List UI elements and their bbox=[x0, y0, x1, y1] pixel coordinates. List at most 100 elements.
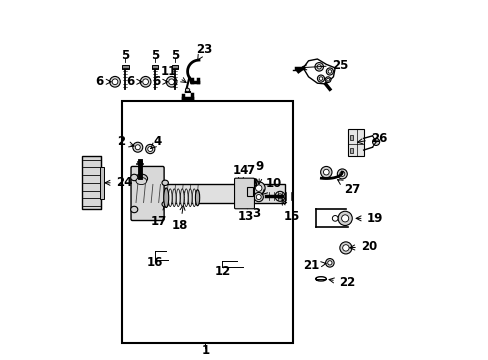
Text: 9: 9 bbox=[255, 160, 264, 184]
Circle shape bbox=[339, 242, 351, 254]
Circle shape bbox=[325, 258, 333, 267]
Circle shape bbox=[332, 216, 337, 221]
Ellipse shape bbox=[162, 202, 168, 207]
Circle shape bbox=[277, 194, 282, 199]
Text: 18: 18 bbox=[172, 205, 188, 232]
Ellipse shape bbox=[163, 188, 168, 207]
Circle shape bbox=[325, 68, 333, 75]
Circle shape bbox=[247, 196, 252, 201]
Text: 4: 4 bbox=[150, 135, 162, 148]
Bar bbox=[100, 167, 104, 199]
Text: 20: 20 bbox=[349, 240, 376, 253]
Text: 23: 23 bbox=[196, 42, 212, 61]
Circle shape bbox=[323, 169, 328, 175]
Ellipse shape bbox=[188, 189, 192, 207]
Circle shape bbox=[112, 79, 118, 85]
Ellipse shape bbox=[172, 189, 176, 207]
Circle shape bbox=[255, 185, 262, 191]
FancyBboxPatch shape bbox=[234, 178, 254, 209]
Circle shape bbox=[275, 191, 285, 201]
Bar bbox=[151, 65, 158, 69]
Ellipse shape bbox=[130, 206, 138, 213]
Ellipse shape bbox=[192, 189, 196, 207]
Circle shape bbox=[320, 166, 331, 178]
Circle shape bbox=[133, 142, 142, 152]
Ellipse shape bbox=[185, 88, 189, 92]
Ellipse shape bbox=[180, 189, 183, 207]
Text: 24: 24 bbox=[105, 176, 132, 189]
Text: 26: 26 bbox=[357, 132, 386, 145]
Circle shape bbox=[109, 76, 120, 87]
Text: 2: 2 bbox=[117, 135, 134, 148]
Circle shape bbox=[337, 211, 351, 225]
Text: 8: 8 bbox=[249, 177, 257, 195]
Bar bbox=[347, 130, 363, 156]
Circle shape bbox=[237, 197, 246, 206]
Text: 14: 14 bbox=[232, 164, 248, 183]
Circle shape bbox=[317, 75, 324, 82]
Text: 3: 3 bbox=[244, 204, 260, 220]
Circle shape bbox=[327, 261, 331, 265]
Ellipse shape bbox=[130, 174, 138, 181]
Text: 11: 11 bbox=[161, 64, 186, 82]
Circle shape bbox=[326, 78, 329, 81]
Circle shape bbox=[166, 76, 177, 87]
Text: 22: 22 bbox=[328, 276, 354, 289]
Text: 13: 13 bbox=[237, 199, 253, 223]
Circle shape bbox=[341, 215, 348, 222]
Circle shape bbox=[325, 77, 330, 82]
Circle shape bbox=[327, 70, 331, 73]
Text: 5: 5 bbox=[171, 49, 179, 62]
Bar bbox=[349, 148, 352, 153]
Circle shape bbox=[180, 192, 187, 200]
Circle shape bbox=[135, 145, 140, 150]
Text: 17: 17 bbox=[151, 193, 169, 229]
Text: 16: 16 bbox=[146, 256, 163, 269]
Circle shape bbox=[132, 175, 136, 180]
Text: 21: 21 bbox=[303, 259, 325, 272]
Circle shape bbox=[342, 245, 348, 251]
Ellipse shape bbox=[164, 189, 168, 207]
Circle shape bbox=[163, 202, 166, 206]
Circle shape bbox=[168, 79, 174, 85]
Ellipse shape bbox=[135, 174, 147, 183]
Text: 12: 12 bbox=[215, 265, 231, 278]
Circle shape bbox=[237, 183, 244, 190]
Circle shape bbox=[319, 77, 322, 80]
Text: 6: 6 bbox=[152, 75, 167, 88]
Bar bbox=[349, 135, 352, 140]
Circle shape bbox=[132, 207, 136, 212]
Ellipse shape bbox=[184, 189, 188, 207]
Text: 1: 1 bbox=[201, 344, 209, 357]
FancyBboxPatch shape bbox=[131, 166, 164, 221]
Text: 19: 19 bbox=[355, 212, 382, 225]
Bar bbox=[81, 156, 101, 210]
Text: 7: 7 bbox=[246, 164, 254, 187]
Circle shape bbox=[337, 169, 346, 179]
Circle shape bbox=[234, 180, 247, 193]
Text: 5: 5 bbox=[121, 49, 129, 62]
Bar bbox=[246, 188, 252, 196]
Circle shape bbox=[339, 171, 344, 176]
Circle shape bbox=[316, 65, 321, 69]
Circle shape bbox=[372, 138, 379, 145]
Text: 5: 5 bbox=[150, 49, 159, 62]
Text: 6: 6 bbox=[126, 75, 142, 88]
Bar bbox=[132, 184, 285, 203]
Ellipse shape bbox=[195, 190, 199, 206]
Circle shape bbox=[254, 192, 263, 202]
Circle shape bbox=[252, 182, 264, 194]
Circle shape bbox=[147, 147, 152, 152]
Ellipse shape bbox=[136, 177, 146, 185]
Ellipse shape bbox=[176, 189, 180, 207]
Bar bbox=[122, 101, 292, 343]
Circle shape bbox=[163, 181, 166, 185]
Ellipse shape bbox=[168, 189, 172, 207]
Text: 6: 6 bbox=[95, 75, 111, 88]
Circle shape bbox=[239, 199, 244, 204]
Text: 27: 27 bbox=[337, 180, 360, 196]
Circle shape bbox=[256, 194, 261, 199]
Circle shape bbox=[140, 76, 151, 87]
Circle shape bbox=[145, 144, 155, 154]
Circle shape bbox=[142, 79, 148, 85]
